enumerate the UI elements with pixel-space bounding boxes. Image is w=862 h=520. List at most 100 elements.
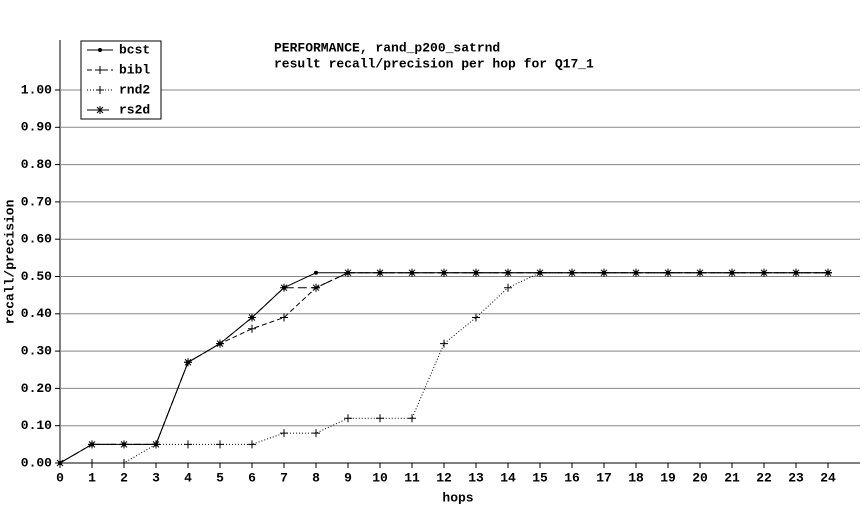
marker-shape [184,358,192,367]
x-tick-label: 6 [248,470,256,485]
point [696,268,704,277]
x-tick-label: 3 [152,470,160,485]
x-tick-label: 0 [56,470,64,485]
x-tick-label: 2 [120,470,128,485]
marker-shape [568,268,576,277]
series-line [59,272,828,464]
marker-shape [472,313,480,322]
marker-shape [440,339,448,348]
marker-shape [96,106,104,114]
marker-dot [314,270,318,275]
marker-shape [280,429,288,438]
x-axis-label: hops [442,490,473,505]
marker-shape [376,268,384,277]
point [568,268,576,277]
point [314,270,318,275]
marker-shape [184,440,192,449]
point [504,268,512,277]
point [56,459,64,467]
x-tick-label: 11 [404,470,420,485]
y-tick-label: 0.80 [21,157,52,172]
marker-shape [408,268,416,277]
point [280,429,288,438]
y-axis-label: recall/precision [2,199,17,324]
y-tick-label: 1.00 [21,82,52,97]
point [632,268,640,277]
marker-shape [216,440,224,449]
y-tick-label: 0.60 [21,232,52,247]
x-tick-label: 4 [184,470,192,485]
x-tick-label: 17 [596,470,612,485]
point [440,268,448,277]
marker-shape [600,268,608,277]
point [280,313,288,322]
marker-shape [152,440,160,449]
y-tick-label: 0.90 [21,120,52,135]
point [248,440,256,449]
marker-shape [344,414,352,423]
y-tick-label: 0.70 [21,194,52,209]
marker-shape [536,268,544,277]
legend-label: rnd2 [119,82,150,97]
x-tick-label: 10 [372,470,388,485]
x-tick-label: 16 [564,470,580,485]
legend-marker [96,66,104,74]
point [664,268,672,277]
marker-shape [216,339,224,348]
x-tick-label: 12 [436,470,452,485]
x-tick-label: 9 [344,470,352,485]
marker-shape [248,440,256,449]
marker-shape [280,313,288,322]
legend-marker [96,106,104,114]
point [344,268,352,277]
marker-shape [96,66,104,74]
marker-shape [504,268,512,277]
point [248,313,256,322]
marker-shape [120,459,128,467]
x-tick-label: 13 [468,470,484,485]
legend [80,40,162,120]
marker-shape [440,268,448,277]
point [344,414,352,423]
x-tick-label: 5 [216,470,224,485]
marker-shape [824,268,832,277]
point [824,268,832,277]
x-tick-label: 22 [756,470,772,485]
y-tick-label: 0.40 [21,306,52,321]
chart-subtitle: result recall/precision per hop for Q17_… [274,56,594,71]
y-tick-label: 0.00 [21,455,52,470]
marker-shape [344,268,352,277]
point [216,440,224,449]
series-line [60,272,828,464]
marker-shape [248,313,256,322]
marker-shape [248,324,256,333]
point [312,429,320,438]
marker-shape [792,268,800,277]
marker-shape [120,440,128,449]
x-tick-label: 23 [788,470,804,485]
point [376,268,384,277]
x-tick-label: 20 [692,470,708,485]
x-tick-label: 1 [88,470,96,485]
point [184,358,192,367]
point [376,414,384,423]
point [88,459,96,467]
point [472,313,480,322]
point [600,268,608,277]
point [216,339,224,348]
x-tick-label: 15 [532,470,548,485]
marker-shape [504,283,512,292]
point [120,440,128,449]
marker-shape [88,459,96,467]
marker-shape [312,283,320,292]
legend-label: bibl [119,62,150,77]
point [152,440,160,449]
point [120,459,128,467]
point [88,440,96,449]
x-tick-label: 18 [628,470,644,485]
x-tick-label: 19 [660,470,676,485]
point [184,440,192,449]
legend-marker [98,48,102,52]
x-tick-label: 7 [280,470,288,485]
